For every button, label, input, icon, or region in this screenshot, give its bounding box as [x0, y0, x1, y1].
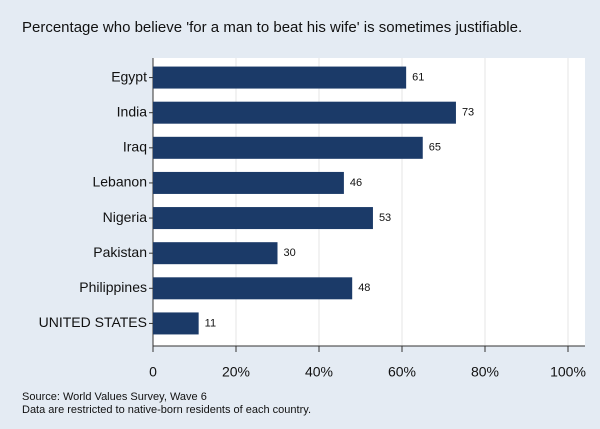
source-note: Source: World Values Survey, Wave 6	[22, 391, 207, 403]
value-label: 30	[284, 247, 296, 259]
y-tick-label: India	[117, 103, 148, 119]
x-tick-label: 40%	[305, 364, 333, 380]
value-label: 11	[205, 317, 216, 329]
x-tick-label: 0	[149, 364, 157, 380]
value-label: 53	[379, 212, 391, 224]
value-label: 48	[358, 282, 370, 294]
bar	[153, 277, 353, 300]
bar	[153, 312, 199, 335]
x-tick-label: 80%	[471, 364, 499, 380]
bar	[153, 66, 407, 89]
plot-area	[153, 58, 585, 346]
y-tick-label: UNITED STATES	[39, 314, 147, 330]
y-tick-label: Philippines	[79, 279, 147, 295]
chart-title: Percentage who believe 'for a man to bea…	[22, 19, 522, 36]
value-label: 46	[350, 177, 362, 189]
bar	[153, 136, 423, 159]
y-tick-label: Egypt	[111, 68, 147, 84]
bar	[153, 171, 344, 194]
bar	[153, 207, 373, 230]
value-label: 65	[429, 142, 441, 154]
bar	[153, 242, 278, 265]
x-tick-label: 20%	[222, 364, 250, 380]
value-label: 61	[412, 71, 424, 83]
y-tick-label: Pakistan	[93, 244, 147, 260]
x-tick-label: 100%	[550, 364, 586, 380]
x-tick-label: 60%	[388, 364, 416, 380]
y-tick-label: Nigeria	[103, 209, 148, 225]
y-tick-label: Iraq	[123, 139, 147, 155]
restriction-note: Data are restricted to native-born resid…	[22, 404, 311, 416]
y-tick-label: Lebanon	[92, 174, 147, 190]
bar	[153, 101, 456, 124]
value-label: 73	[462, 107, 474, 119]
